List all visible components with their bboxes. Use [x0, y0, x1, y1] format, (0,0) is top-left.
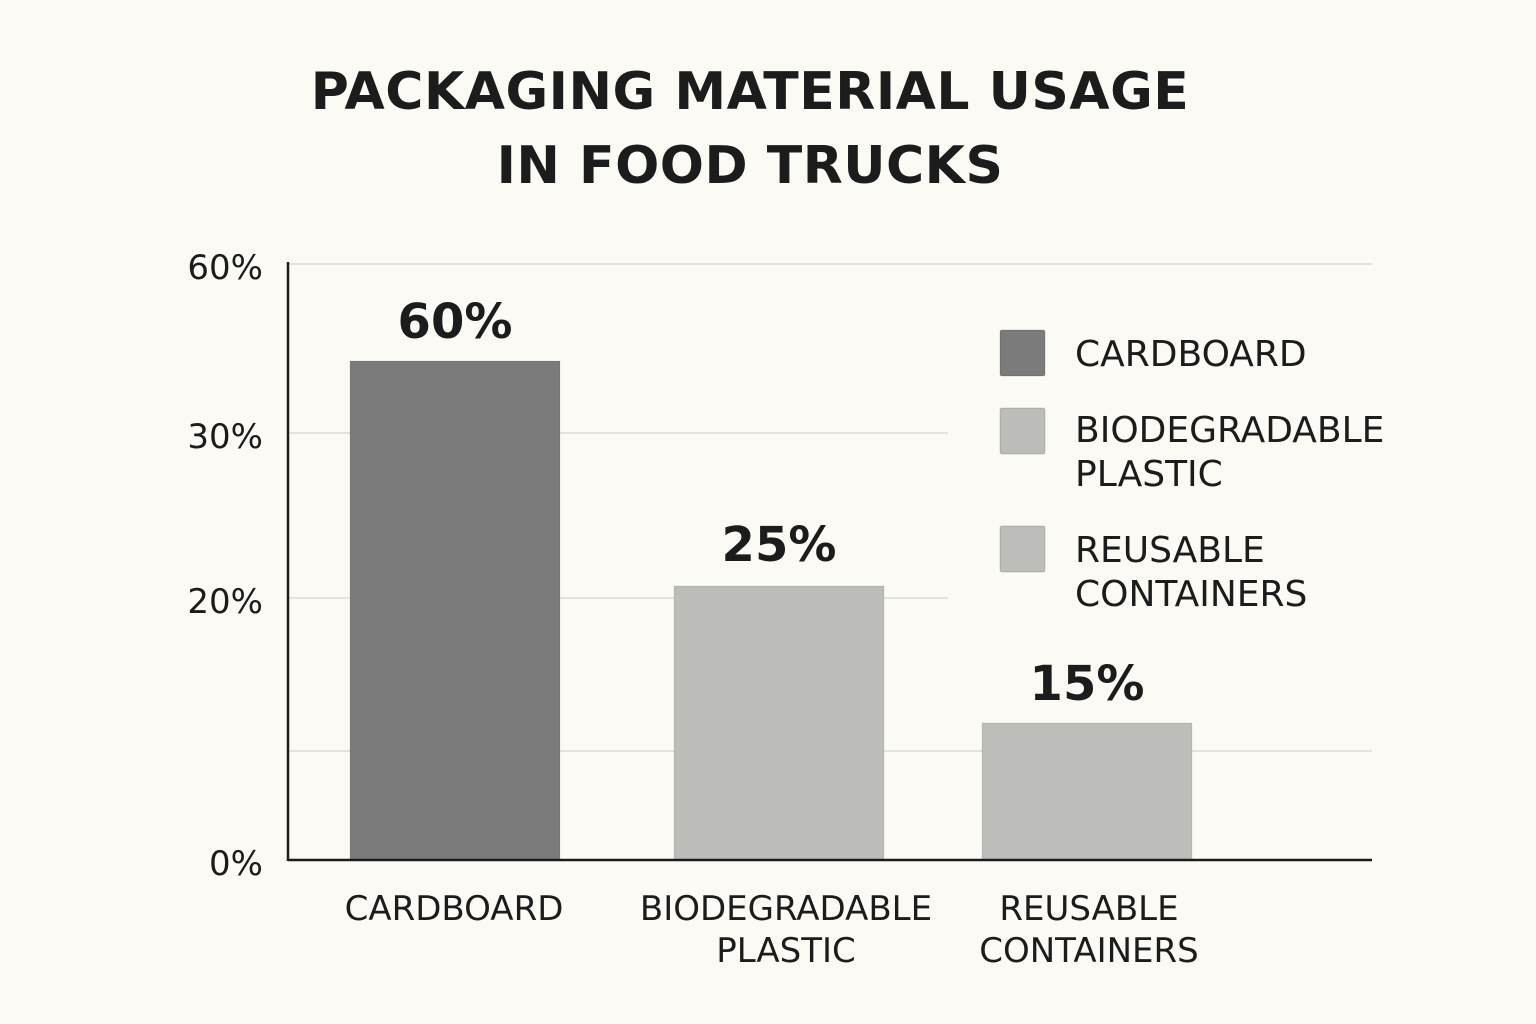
x-tick-label-line: REUSABLE: [999, 889, 1178, 929]
x-tick-label: CARDBOARD: [345, 889, 564, 929]
x-tick-label: REUSABLE CONTAINERS: [979, 889, 1198, 971]
legend-label-line: CARDBOARD: [1075, 334, 1307, 375]
y-tick-label: 60%: [187, 248, 263, 288]
y-tick-label: 0%: [209, 844, 263, 884]
x-tick-label-line: PLASTIC: [716, 931, 856, 971]
y-tick-label: 30%: [187, 417, 263, 457]
legend-label: CARDBOARD: [1075, 334, 1307, 375]
legend-label-line: REUSABLE: [1075, 530, 1265, 571]
legend-swatch: [999, 407, 1046, 455]
bar: [981, 722, 1193, 861]
chart-title-line-2: IN FOOD TRUCKS: [496, 136, 1004, 196]
legend-label-line: BIODEGRADABLE: [1075, 410, 1384, 451]
bar: [673, 585, 885, 861]
x-tick-label-line: CARDBOARD: [345, 889, 564, 929]
x-tick-label-line: BIODEGRADABLE: [640, 889, 932, 929]
x-tick-label: BIODEGRADABLE PLASTIC: [640, 889, 932, 971]
legend-swatch: [999, 525, 1046, 573]
data-label: 25%: [722, 517, 837, 573]
legend-label-line: CONTAINERS: [1075, 574, 1307, 615]
y-tick-label: 20%: [187, 582, 263, 622]
bar: [349, 360, 561, 861]
data-label: 60%: [398, 294, 513, 350]
data-label: 15%: [1030, 656, 1145, 712]
chart-title-line-1: PACKAGING MATERIAL USAGE: [310, 62, 1190, 122]
x-tick-label-line: CONTAINERS: [979, 931, 1198, 971]
legend-label: BIODEGRADABLE PLASTIC: [1075, 410, 1384, 495]
legend-label: REUSABLE CONTAINERS: [1075, 530, 1307, 615]
legend-label-line: PLASTIC: [1075, 454, 1223, 495]
legend-swatch: [999, 329, 1046, 377]
